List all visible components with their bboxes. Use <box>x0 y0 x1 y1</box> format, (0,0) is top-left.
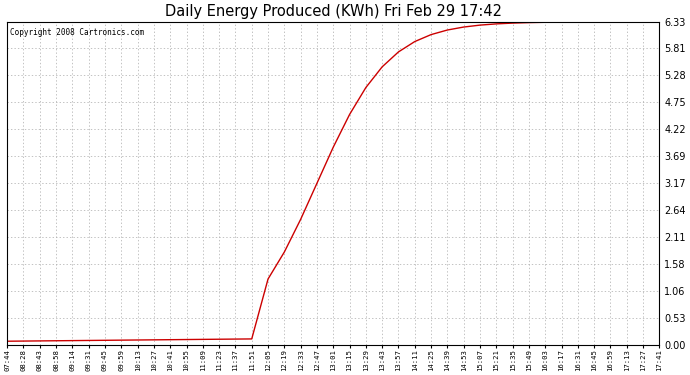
Title: Daily Energy Produced (KWh) Fri Feb 29 17:42: Daily Energy Produced (KWh) Fri Feb 29 1… <box>165 4 502 19</box>
Text: Copyright 2008 Cartronics.com: Copyright 2008 Cartronics.com <box>10 28 144 37</box>
